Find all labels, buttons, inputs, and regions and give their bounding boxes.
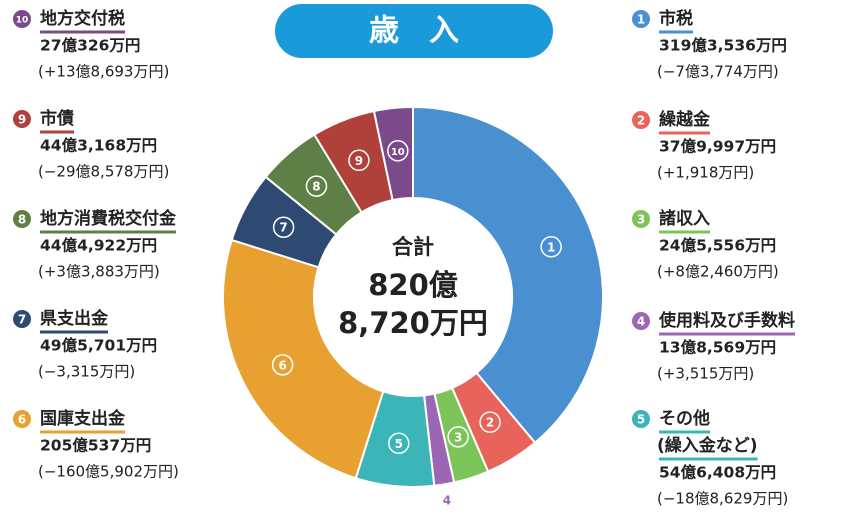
- segment-number: 8: [312, 180, 320, 194]
- legend-number: 5: [637, 413, 645, 427]
- segment-number: 7: [279, 221, 287, 235]
- legend-change: (+3億3,883万円): [38, 263, 160, 281]
- segment-marker: [447, 426, 469, 448]
- segment-number: 6: [278, 358, 286, 372]
- legend-change: (+3,515万円): [657, 365, 754, 383]
- donut-segment: [372, 105, 414, 202]
- segment-number: 10: [391, 147, 405, 158]
- legend-number: 8: [18, 213, 26, 227]
- legend-marker: [13, 210, 31, 228]
- legend-number: 2: [637, 114, 645, 128]
- legend-name: 市税: [659, 8, 693, 29]
- legend-marker: [632, 111, 650, 129]
- legend-change: (−18億8,629万円): [657, 490, 788, 508]
- title-pill: [275, 4, 553, 58]
- segment-number: 1: [547, 240, 555, 254]
- legend-name: 国庫支出金: [40, 408, 126, 429]
- legend-amount: 27億326万円: [40, 36, 140, 55]
- segment-marker: [387, 140, 409, 162]
- legend-marker: [632, 312, 650, 330]
- legend-number: 4: [637, 315, 645, 329]
- legend-amount: 24億5,556万円: [659, 236, 776, 255]
- legend-number: 6: [18, 413, 26, 427]
- legend-marker: [632, 410, 650, 428]
- legend-change: (−3,315万円): [38, 363, 135, 381]
- legend-amount: 54億6,408万円: [659, 463, 776, 482]
- legend-change: (+1,918万円): [657, 164, 754, 182]
- donut-segment: [412, 105, 604, 445]
- legend-marker: [13, 10, 31, 28]
- legend-name: 市債: [40, 108, 74, 129]
- legend-name: 地方消費税交付金: [40, 208, 177, 229]
- legend-marker: [13, 310, 31, 328]
- legend-number: 10: [16, 16, 29, 26]
- legend-marker: [632, 210, 650, 228]
- legend-change: (−29億8,578万円): [38, 163, 169, 181]
- legend-name: 繰越金: [659, 109, 711, 130]
- total-value: 820億: [368, 268, 458, 302]
- segment-number: 9: [355, 154, 363, 168]
- legend-amount: 13億8,569万円: [659, 338, 776, 357]
- legend-name: 使用料及び手数料: [658, 310, 795, 331]
- legend-change: (+13億8,693万円): [38, 63, 169, 81]
- legend-marker: [632, 10, 650, 28]
- segment-number: 2: [486, 416, 494, 430]
- segment-marker: [540, 236, 562, 258]
- chart-title: 歳 入: [369, 14, 459, 49]
- legend-marker: [13, 410, 31, 428]
- segment-marker: [305, 175, 328, 197]
- legend-name: 県支出金: [40, 308, 109, 329]
- legend-name: その他: [659, 408, 710, 429]
- segment-number: 3: [454, 430, 462, 444]
- legend-change: (−7億3,774万円): [657, 63, 779, 81]
- legend-name: 地方交付税: [40, 8, 125, 29]
- total-value: 8,720万円: [338, 306, 488, 340]
- legend-number: 1: [637, 13, 645, 27]
- segment-marker: [479, 411, 501, 433]
- segment-marker: [388, 432, 410, 455]
- legend-amount: 205億537万円: [40, 436, 151, 455]
- legend-amount: 44億3,168万円: [40, 136, 157, 155]
- segment-marker: [271, 354, 294, 376]
- legend-number: 7: [18, 313, 26, 327]
- total-title: 合計: [392, 235, 434, 259]
- legend-note: (繰入金など): [657, 435, 758, 456]
- donut-segment: [222, 238, 385, 480]
- legend-amount: 44億4,922万円: [40, 236, 157, 255]
- legend-number: 9: [18, 113, 26, 127]
- segment-marker: [272, 216, 295, 238]
- legend-amount: 37億9,997万円: [659, 137, 776, 156]
- legend-amount: 49億5,701万円: [40, 336, 157, 355]
- segment-marker: [348, 149, 370, 172]
- legend-marker: [13, 110, 31, 128]
- legend-change: (+8億2,460万円): [657, 263, 779, 281]
- legend-amount: 319億3,536万円: [659, 36, 787, 55]
- segment-number: 4: [443, 494, 451, 508]
- segment-number: 5: [395, 437, 403, 451]
- legend-number: 3: [637, 213, 645, 227]
- legend-change: (−160億5,902万円): [38, 463, 179, 481]
- legend-name: 諸収入: [659, 208, 710, 229]
